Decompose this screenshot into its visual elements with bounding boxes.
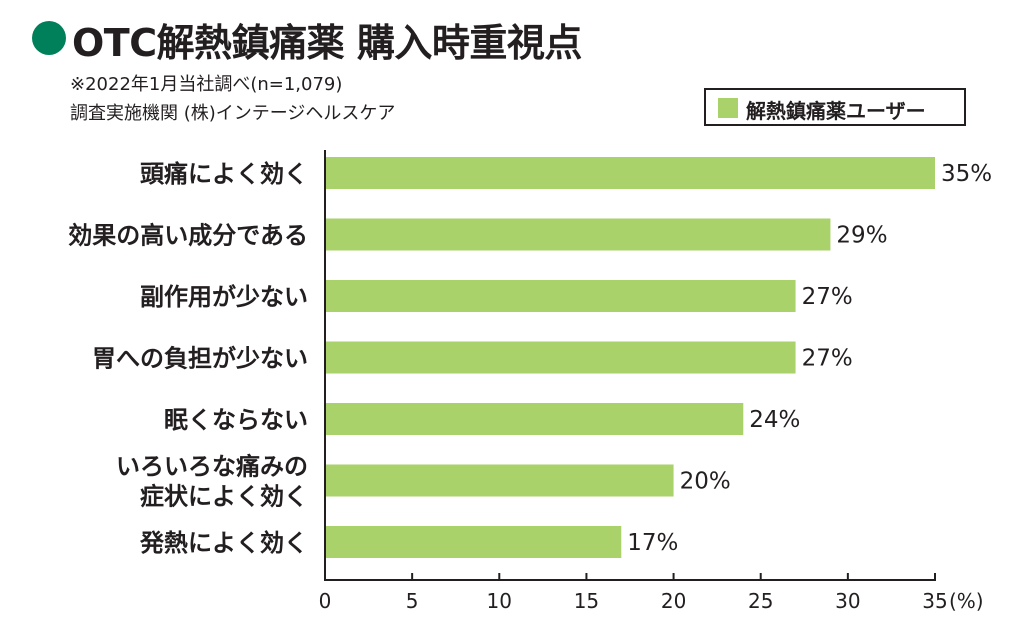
category-label: 頭痛によく効く (140, 160, 308, 188)
bar-value-label: 35% (941, 161, 992, 187)
bar (325, 157, 935, 189)
x-tick-label: 10 (487, 589, 512, 613)
legend-label: 解熱鎮痛薬ユーザー (746, 99, 926, 123)
survey-note: ※2022年1月当社調べ(n=1,079) (70, 74, 343, 95)
bar-value-label: 29% (836, 223, 887, 249)
category-label: 効果の高い成分である (68, 222, 308, 250)
bar (325, 341, 796, 374)
survey-agency-note: 調査実施機関 (株)インテージヘルスケア (70, 103, 396, 124)
bar-value-label: 27% (802, 284, 853, 310)
x-tick-label: 25 (748, 589, 773, 613)
category-label: 発熱によく効く (139, 529, 308, 557)
x-axis-unit: (%) (949, 589, 984, 613)
x-tick-label: 20 (661, 589, 686, 613)
x-tick-label: 0 (319, 589, 332, 613)
x-tick-label: 35 (922, 589, 947, 613)
bar (325, 464, 674, 497)
legend: 解熱鎮痛薬ユーザー (704, 88, 966, 126)
bar-value-label: 17% (627, 530, 678, 556)
title-bullet-icon (32, 21, 66, 55)
bar-value-label: 20% (680, 469, 731, 495)
bar (325, 526, 622, 558)
x-tick-label: 30 (835, 589, 860, 613)
category-label: 症状によく効く (140, 483, 308, 511)
chart-title: OTC解熱鎮痛薬 購入時重視点 (72, 21, 582, 65)
category-label: いろいろな痛みの (116, 453, 308, 481)
category-label: 副作用が少ない (140, 283, 308, 311)
bar-value-label: 27% (802, 346, 853, 372)
category-label: 胃への負担が少ない (92, 345, 308, 373)
bar (325, 218, 831, 251)
category-label: 眠くならない (164, 406, 308, 434)
x-tick-label: 5 (406, 589, 419, 613)
bar (325, 280, 796, 312)
legend-swatch (718, 98, 738, 118)
x-tick-label: 15 (574, 589, 599, 613)
bar-value-label: 24% (749, 407, 800, 433)
bar (325, 403, 744, 435)
